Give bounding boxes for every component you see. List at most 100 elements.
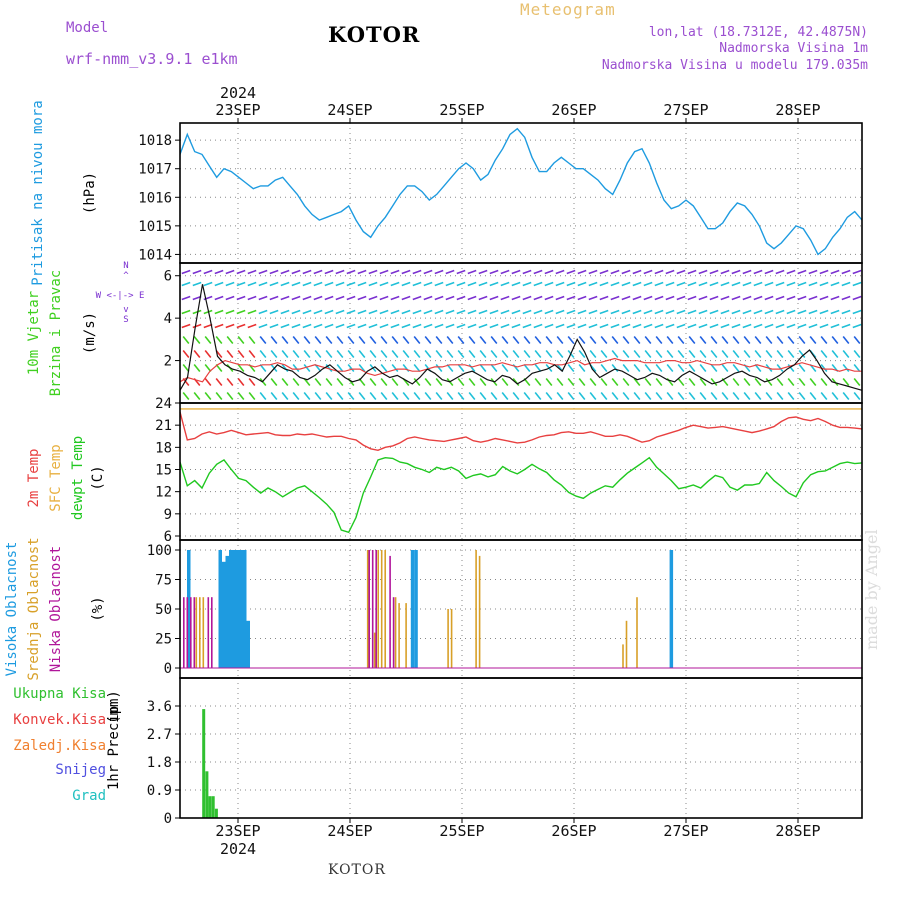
wind-barb (644, 378, 652, 386)
wind-barb (489, 295, 499, 301)
cloud-bar (186, 597, 189, 668)
wind-barb (555, 269, 565, 275)
wind-barb (412, 295, 422, 301)
y-tick-label: 0.9 (147, 783, 172, 799)
wind-barb (666, 364, 674, 372)
wind-barb (654, 323, 664, 329)
wind-barb (743, 336, 751, 344)
model-label: Model (66, 20, 109, 36)
wind-barb (764, 269, 774, 275)
wind-barb (819, 295, 829, 301)
wind-barb (610, 309, 620, 315)
wind-barb (841, 269, 851, 275)
wind-barb (490, 336, 498, 344)
wind-barb (853, 350, 861, 358)
wind-barb (236, 281, 246, 287)
wind-barb (556, 392, 564, 400)
wind-barb (633, 378, 641, 386)
cloud-bar (222, 561, 226, 668)
wind-barb (380, 364, 388, 372)
wind-barb (522, 269, 532, 275)
wind-barb (358, 364, 366, 372)
wind-barb (226, 336, 234, 344)
bottom-date-label: 25SEP (439, 822, 484, 840)
wind-barb (786, 269, 796, 275)
wind-barb (820, 378, 828, 386)
wind-barb (665, 309, 675, 315)
cloud-bar (239, 550, 243, 668)
wind-barb (523, 364, 531, 372)
wind-barb (732, 350, 740, 358)
wind-barb (655, 350, 663, 358)
wind-barb (270, 350, 278, 358)
wind-barb (632, 269, 642, 275)
wind-barb (819, 281, 829, 287)
wind-barb (599, 323, 609, 329)
wind-barb (577, 309, 587, 315)
wind-barb (720, 309, 730, 315)
wind-barb (181, 295, 191, 301)
wind-barb (457, 350, 465, 358)
y-tick-label: 1017 (138, 162, 172, 178)
wind-barb (346, 281, 356, 287)
wind-barb (346, 309, 356, 315)
y-tick-label: 6 (164, 269, 172, 285)
wind-barb (193, 364, 201, 372)
wind-barb (654, 309, 664, 315)
wind-barb (578, 336, 586, 344)
wind-barb (522, 323, 532, 329)
wind-barb (324, 295, 334, 301)
wind-barb (710, 392, 718, 400)
wind-barb (479, 336, 487, 344)
wind-barb (808, 295, 818, 301)
wind-barb (236, 309, 246, 315)
wind-barb (489, 269, 499, 275)
wind-barb (666, 392, 674, 400)
wind-barb (435, 350, 443, 358)
wind-barb (567, 378, 575, 386)
wind-barb (577, 295, 587, 301)
bottom-date-label: 26SEP (551, 822, 596, 840)
wind-barb (391, 392, 399, 400)
cloud-bar (625, 620, 628, 668)
wind-barb (324, 309, 334, 315)
wind-barb (698, 281, 708, 287)
wind-barb (820, 392, 828, 400)
wind-barb (445, 309, 455, 315)
coords-label: lon,lat (18.7312E, 42.4875N) (648, 25, 868, 40)
y-tick-label: 1016 (138, 190, 172, 206)
wind-barb (435, 336, 443, 344)
wind-barb (820, 364, 828, 372)
cloud-bar (371, 550, 374, 668)
wind-barb (314, 350, 322, 358)
wind-barb (391, 350, 399, 358)
wind-barb (632, 295, 642, 301)
wind-barb (665, 323, 675, 329)
wind-barb (380, 350, 388, 358)
wind-barb (522, 281, 532, 287)
wind-barb (292, 392, 300, 400)
wind-barb (523, 350, 531, 358)
wind-barb (610, 295, 620, 301)
cloud-bar (193, 597, 196, 668)
cloud-bar (207, 597, 210, 668)
wind-barb (566, 269, 576, 275)
wind-barb (281, 336, 289, 344)
wind-barb (490, 364, 498, 372)
wind-barb (236, 269, 246, 275)
wind-barb (346, 323, 356, 329)
wind-barb (248, 392, 256, 400)
wind-barb (677, 336, 685, 344)
wind-barb (512, 350, 520, 358)
wind-barb (226, 392, 234, 400)
wind-barb (379, 269, 389, 275)
wind-barb (797, 323, 807, 329)
top-date-label: 27SEP (663, 101, 708, 119)
wind-barb (247, 309, 257, 315)
wind-barb (214, 323, 224, 329)
data-layer (179, 127, 863, 818)
cloud-bar (398, 603, 400, 668)
wind-barb (764, 281, 774, 287)
wind-barb (412, 323, 422, 329)
wind-barb (567, 392, 575, 400)
